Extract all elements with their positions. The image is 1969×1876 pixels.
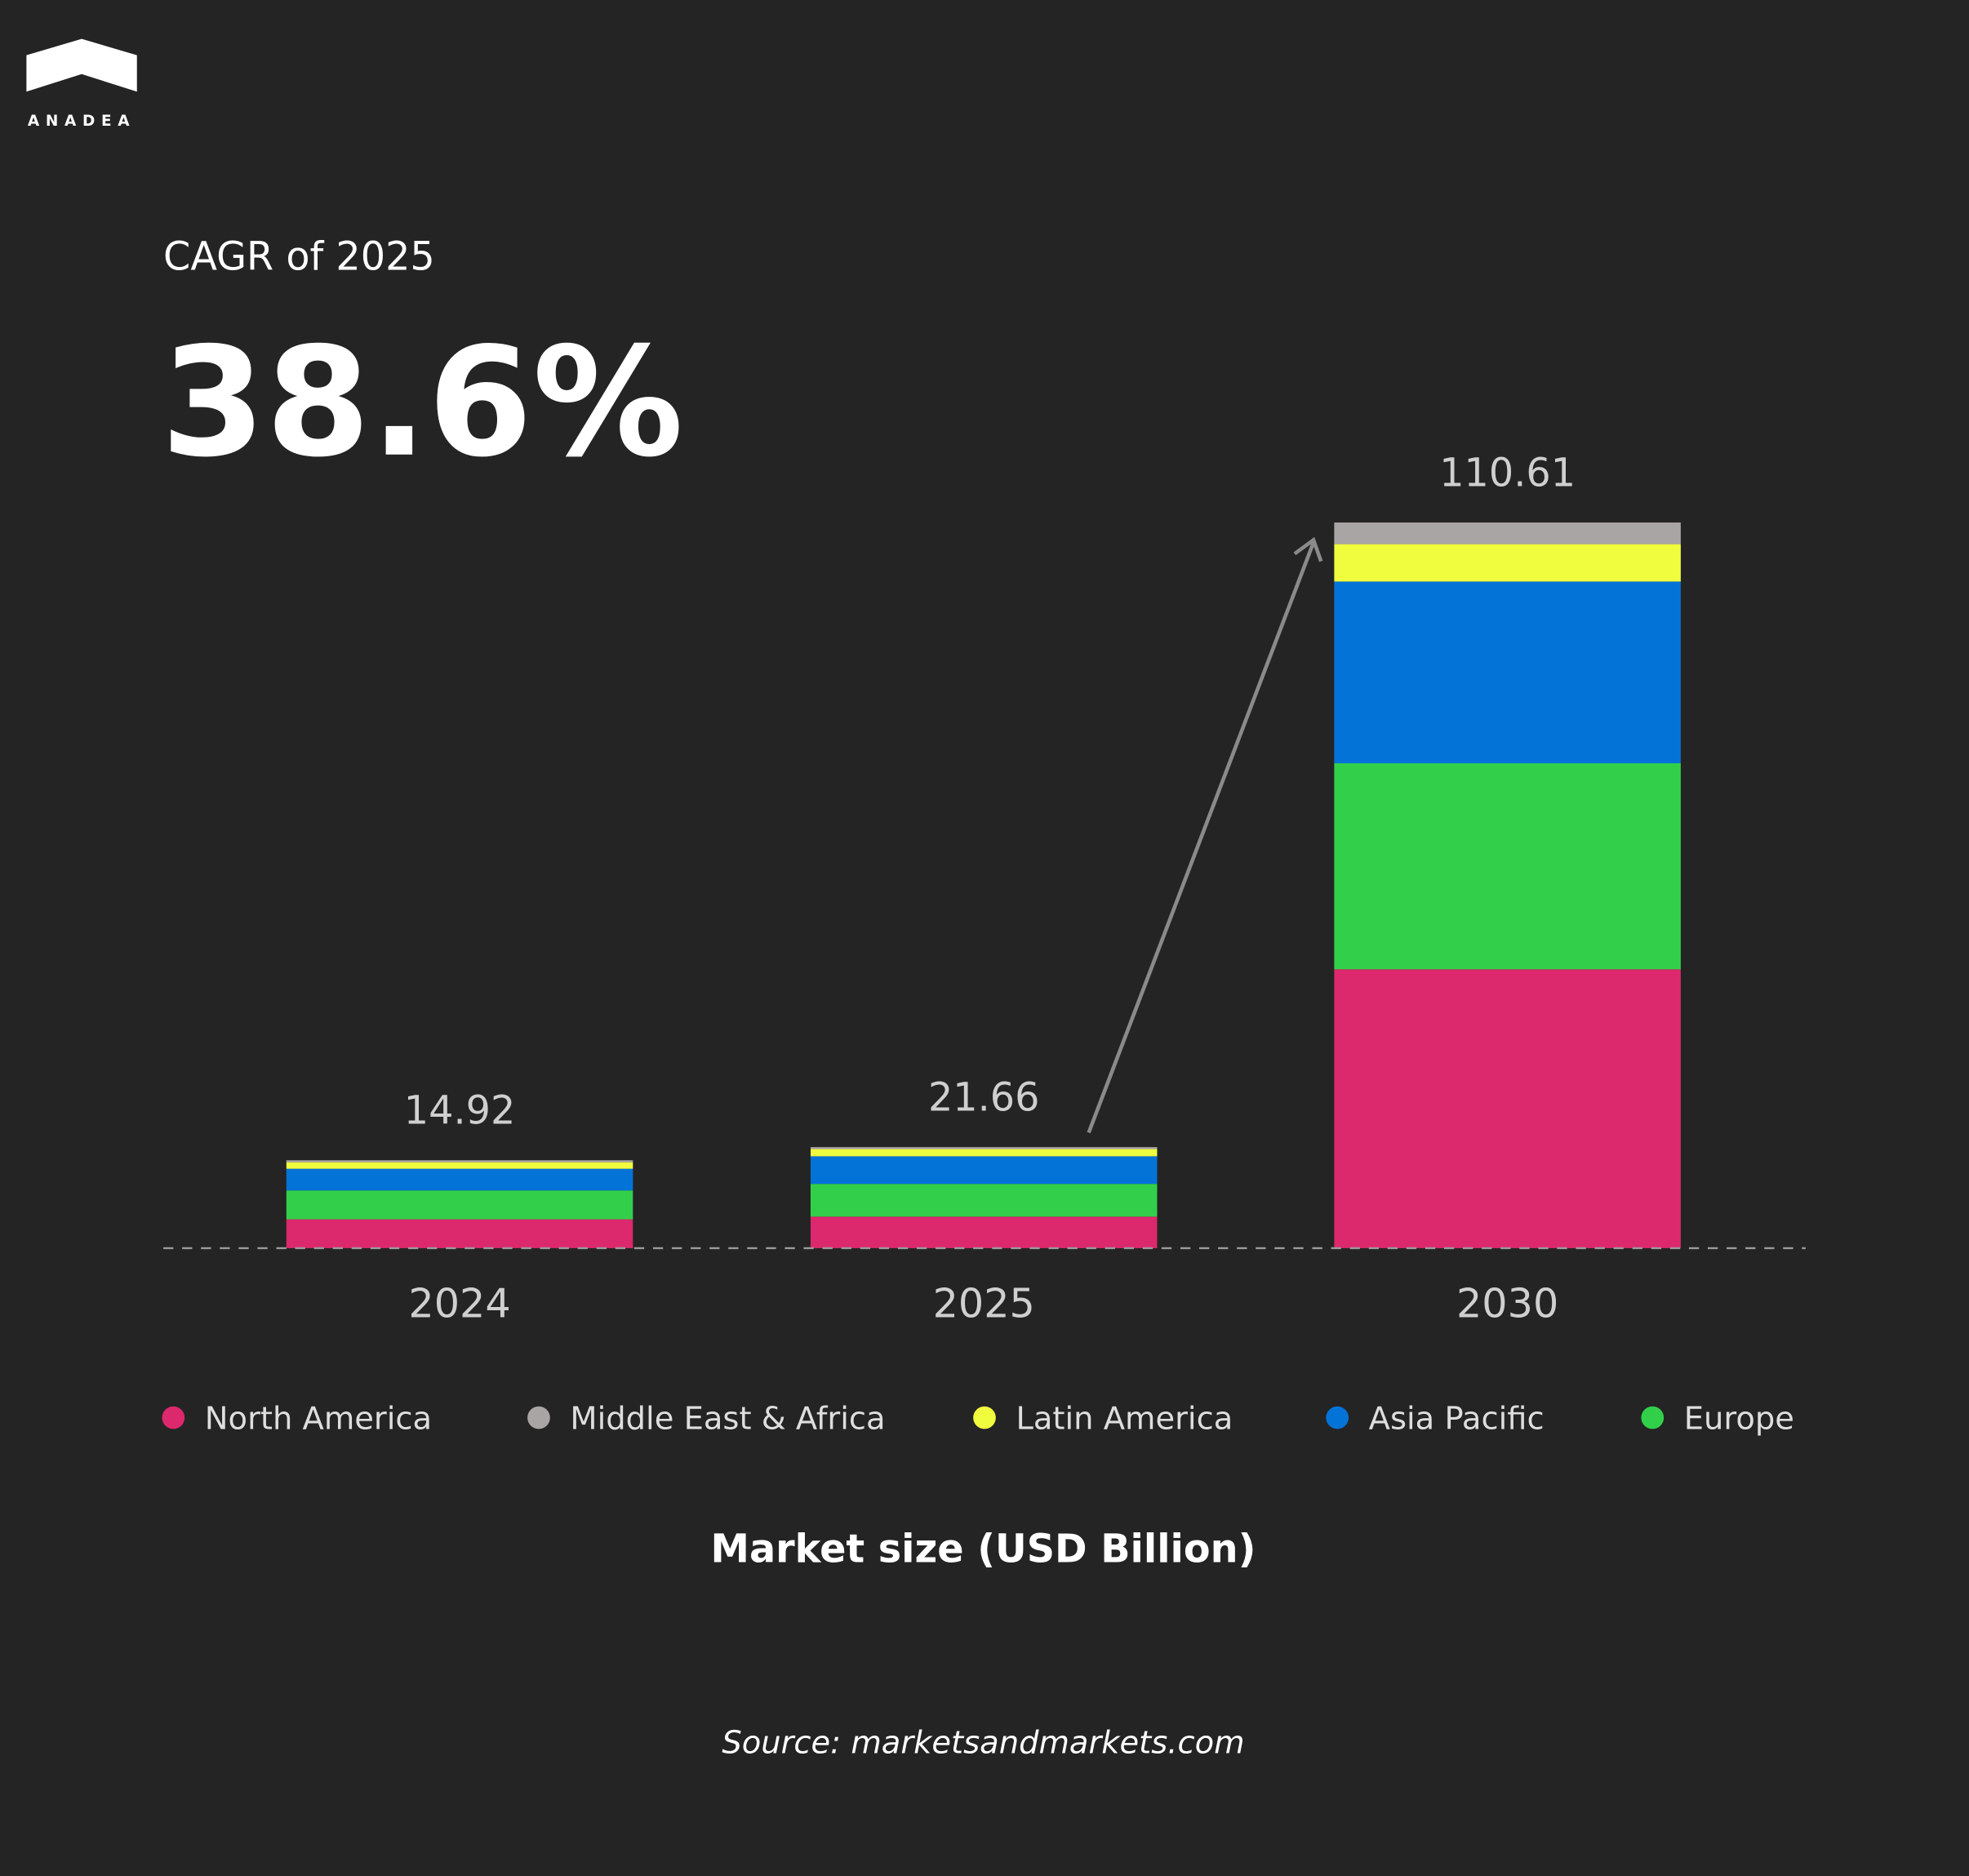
bar-segment (810, 1149, 1158, 1157)
growth-arrow-head (1293, 536, 1323, 562)
legend-swatch (527, 1406, 550, 1429)
total-label: 110.61 (1439, 451, 1576, 496)
bar-segment (286, 1168, 633, 1191)
legend-swatch (162, 1406, 185, 1429)
bar-segment (1334, 969, 1681, 1248)
logo-mark (26, 38, 137, 92)
bar-segment (286, 1219, 633, 1248)
bar-segment (286, 1190, 633, 1220)
bar-segment (810, 1184, 1158, 1217)
legend-label: Latin America (1016, 1400, 1233, 1437)
legend-swatch (1326, 1406, 1349, 1429)
bar-segment (1334, 581, 1681, 764)
logo-text: ANADEA (28, 113, 136, 130)
bar-segment (1334, 522, 1681, 545)
x-tick-label: 2025 (933, 1280, 1035, 1327)
bar-segment (1334, 763, 1681, 970)
legend-label: Europe (1684, 1400, 1794, 1437)
total-label: 21.66 (928, 1076, 1039, 1121)
headline: 38.6% (161, 315, 683, 491)
x-tick-label: 2024 (408, 1280, 510, 1327)
growth-arrow (1087, 541, 1316, 1134)
legend-label: Asia Pacific (1369, 1400, 1545, 1437)
bar-segment (286, 1162, 633, 1169)
bar-segment (286, 1160, 633, 1162)
x-axis-label: Market size (USD Billion) (711, 1527, 1256, 1571)
legend-swatch (1641, 1406, 1665, 1429)
bar-segment (1334, 544, 1681, 582)
kicker: CAGR of 2025 (163, 235, 435, 280)
total-label: 14.92 (404, 1089, 515, 1134)
x-tick-label: 2030 (1456, 1280, 1558, 1327)
bar-segment (810, 1216, 1158, 1248)
source: Source: marketsandmarkets.com (722, 1724, 1244, 1761)
legend-label: North America (205, 1400, 432, 1437)
legend-swatch (973, 1406, 996, 1429)
legend-label: Middle East & Africa (570, 1400, 885, 1437)
bar-segment (810, 1147, 1158, 1149)
bar-segment (810, 1156, 1158, 1185)
